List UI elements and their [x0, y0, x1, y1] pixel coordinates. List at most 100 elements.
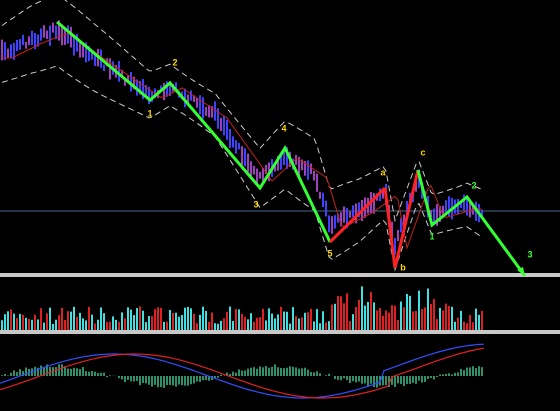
- upper-band: [1, 0, 483, 223]
- volume-bar: [262, 308, 264, 330]
- volume-bar: [118, 321, 120, 330]
- volume-bar: [340, 296, 342, 330]
- volume-bar: [376, 310, 378, 330]
- volume-bar: [82, 318, 84, 330]
- volume-bar: [247, 319, 249, 330]
- volume-bar: [280, 306, 282, 330]
- volume-bar: [19, 313, 21, 330]
- volume-bar: [250, 313, 252, 330]
- volume-bar: [61, 307, 63, 330]
- volume-bar: [463, 321, 465, 330]
- volume-bar: [208, 321, 210, 330]
- volume-bar: [346, 293, 348, 330]
- volume-bar: [136, 308, 138, 330]
- volume-bar: [481, 310, 483, 330]
- volume-bar: [184, 307, 186, 330]
- volume-bar: [175, 312, 177, 330]
- volume-bar: [151, 316, 153, 330]
- wave-label: 3: [527, 249, 532, 259]
- volume-bar: [145, 322, 147, 330]
- volume-bar: [238, 309, 240, 330]
- volume-bar: [304, 312, 306, 330]
- wave-label: c: [420, 147, 425, 157]
- volume-bar: [181, 314, 183, 330]
- volume-bar: [217, 323, 219, 330]
- volume-bar: [295, 316, 297, 330]
- volume-bar: [79, 312, 81, 330]
- wave-label: 1: [147, 108, 152, 118]
- wave-label: a: [380, 167, 386, 177]
- volume-bar: [442, 310, 444, 330]
- volume-bar: [358, 299, 360, 330]
- volume-bar: [289, 323, 291, 330]
- volume-bar: [352, 314, 354, 330]
- volume-bar: [316, 309, 318, 330]
- new-impulse-wave: [416, 169, 527, 277]
- volume-bar: [73, 306, 75, 330]
- volume-bar: [4, 314, 6, 330]
- volume-bar: [343, 303, 345, 330]
- volume-bar: [202, 306, 204, 330]
- volume-bar: [139, 306, 141, 330]
- volume-bar: [367, 301, 369, 330]
- volume-bar: [43, 322, 45, 330]
- volume-bar: [469, 314, 471, 330]
- volume-bar: [127, 307, 129, 330]
- volume-bar: [397, 320, 399, 330]
- volume-bar: [148, 316, 150, 330]
- volume-bar: [64, 319, 66, 330]
- volume-bar: [430, 303, 432, 330]
- volume-bar: [424, 307, 426, 330]
- volume-bar: [298, 318, 300, 330]
- wave-label: b: [400, 262, 406, 272]
- volume-bar: [91, 314, 93, 330]
- wave-c: [393, 169, 420, 269]
- volume-bar: [241, 313, 243, 330]
- volume-bar: [259, 317, 261, 330]
- volume-bar: [211, 312, 213, 330]
- volume-bar: [337, 296, 339, 330]
- volume-bar: [154, 309, 156, 330]
- volume-bar: [355, 306, 357, 330]
- wave-label: 4: [281, 123, 286, 133]
- volume-bar: [160, 307, 162, 330]
- volume-bar: [40, 308, 42, 330]
- volume-bar: [7, 311, 9, 330]
- volume-bar: [157, 307, 159, 330]
- volume-bar: [124, 318, 126, 330]
- volume-bar: [448, 305, 450, 330]
- volume-bar: [244, 317, 246, 330]
- arrow-head: [517, 267, 525, 276]
- wave-label: 3: [253, 199, 258, 209]
- volume-bar: [67, 311, 69, 330]
- volume-bar: [331, 304, 333, 330]
- volume-bar: [373, 302, 375, 330]
- volume-bar: [394, 305, 396, 330]
- volume-bar: [190, 308, 192, 330]
- volume-bar: [13, 313, 15, 330]
- volume-bar: [349, 321, 351, 330]
- volume-bar: [169, 310, 171, 330]
- volume-bar: [49, 307, 51, 330]
- volume-bar: [409, 295, 411, 330]
- panel-separator: [0, 330, 560, 334]
- wave-label: 1: [429, 231, 434, 241]
- volume-bar: [121, 312, 123, 330]
- volume-bar: [115, 319, 117, 330]
- volume-bar: [325, 322, 327, 330]
- lower-band: [1, 65, 483, 272]
- volume-bar: [46, 313, 48, 330]
- volume-bar: [478, 314, 480, 330]
- volume-bar: [85, 320, 87, 330]
- wave-label: 2: [471, 180, 476, 190]
- volume-bar: [271, 313, 273, 330]
- volume-bar: [322, 311, 324, 330]
- volume-bar: [226, 311, 228, 330]
- volume-bar: [406, 293, 408, 330]
- volume-bar: [76, 316, 78, 330]
- volume-bar: [382, 315, 384, 330]
- volume-bar: [286, 311, 288, 330]
- volume-bar: [391, 305, 393, 330]
- volume-bar: [388, 312, 390, 330]
- volume-bar: [454, 321, 456, 330]
